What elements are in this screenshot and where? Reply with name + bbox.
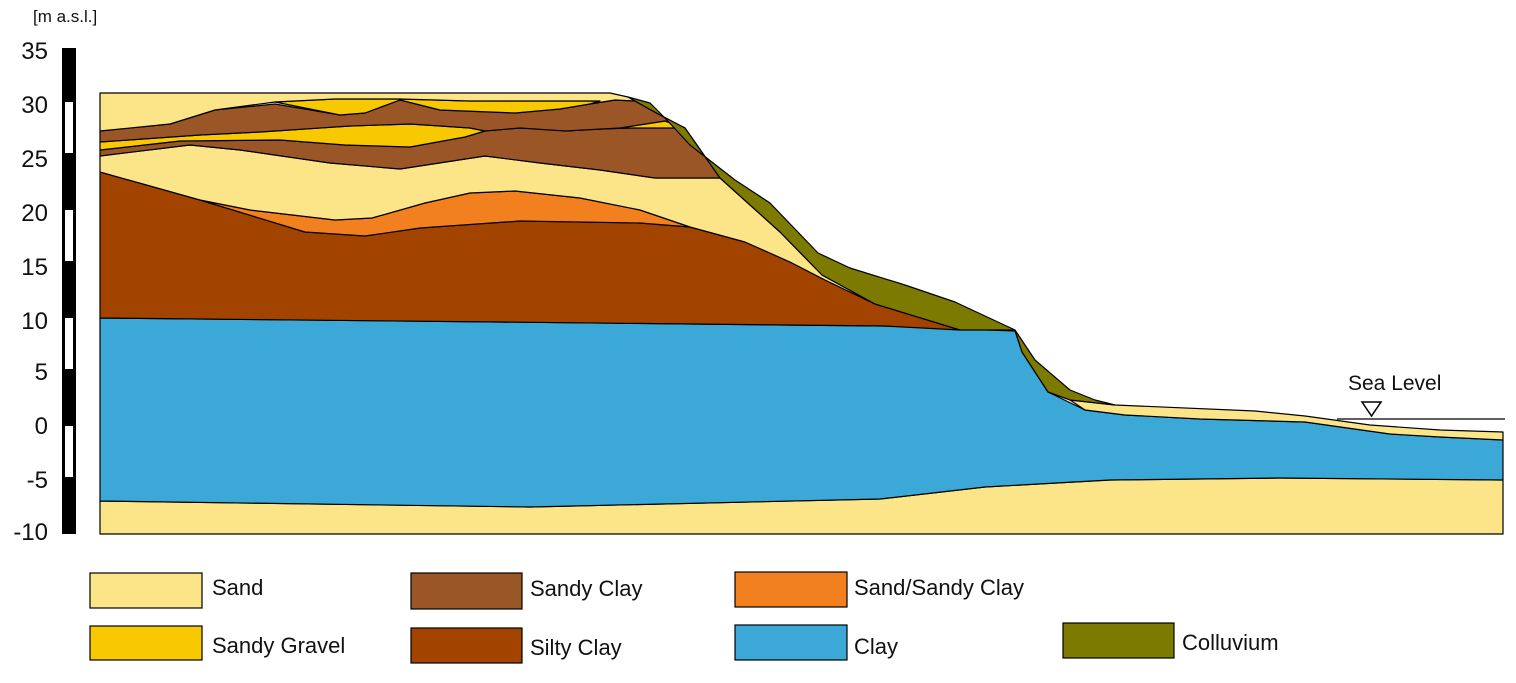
legend-swatch-silty-clay <box>410 627 523 664</box>
legend-swatch-sand <box>89 572 203 609</box>
legend-label-sand-sandy-clay: Sand/Sandy Clay <box>854 575 1024 600</box>
legend-label-sandy-clay: Sandy Clay <box>530 576 643 601</box>
y-tick-10: 10 <box>21 308 48 335</box>
y-tick-5: 5 <box>35 359 48 386</box>
legend-label-clay: Clay <box>854 634 898 659</box>
layer-colluvium-upper <box>627 96 1016 331</box>
legend-label-silty-clay: Silty Clay <box>530 635 622 660</box>
legend-label-sandy-gravel: Sandy Gravel <box>212 633 345 658</box>
layer-colluvium-lower <box>1014 329 1116 406</box>
legend-swatch-sandy-clay <box>410 572 523 610</box>
sea-level-label: Sea Level <box>1348 372 1441 395</box>
y-tick-minus5: -5 <box>27 467 48 494</box>
layer-sand-coastal <box>1069 399 1504 441</box>
unit-label: [m a.s.l.] <box>33 7 97 26</box>
sea-level-marker: Sea Level <box>1337 372 1505 420</box>
strata <box>99 92 1504 535</box>
legend-swatch-clay <box>734 624 848 661</box>
y-tick-minus10: -10 <box>13 519 48 546</box>
legend-swatch-colluvium <box>1062 622 1175 659</box>
legend-label-sand: Sand <box>212 575 263 600</box>
y-tick-0: 0 <box>35 413 48 440</box>
sea-level-triangle-icon <box>1360 401 1383 418</box>
legend: Sand Sandy Clay Sand/Sandy Clay Sandy Gr… <box>89 571 1279 664</box>
legend-swatch-sand-sandy-clay <box>734 571 848 608</box>
layer-clay <box>99 317 1504 508</box>
elevation-scale-bar <box>62 48 76 534</box>
y-tick-25: 25 <box>21 146 48 173</box>
legend-swatch-sandy-gravel <box>89 625 203 661</box>
y-tick-35: 35 <box>21 38 48 65</box>
y-axis-ticks: 35 30 25 20 15 10 5 0 -5 -10 <box>13 38 48 546</box>
y-tick-20: 20 <box>21 200 48 227</box>
y-tick-30: 30 <box>21 92 48 119</box>
legend-label-colluvium: Colluvium <box>1182 630 1279 655</box>
y-tick-15: 15 <box>21 254 48 281</box>
